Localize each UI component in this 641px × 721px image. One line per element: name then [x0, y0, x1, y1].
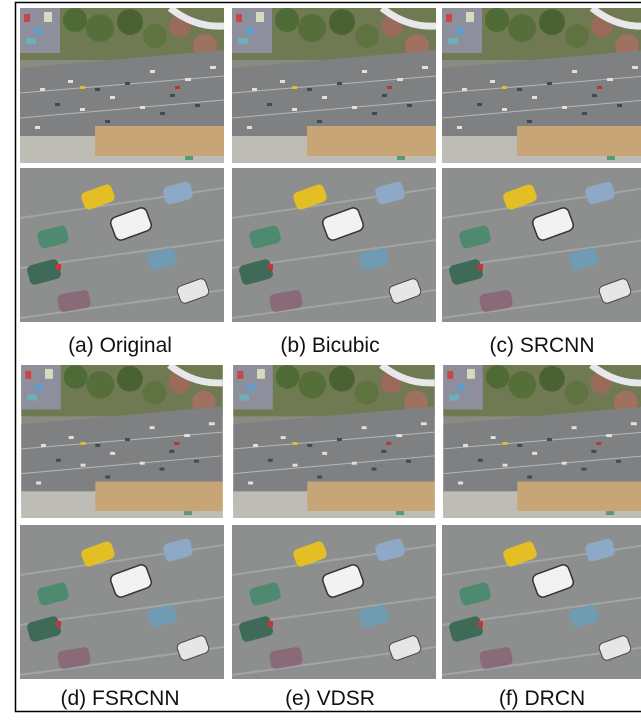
caption: (b) Bicubic [280, 334, 379, 357]
zoom-image [442, 168, 641, 322]
zoom-image [232, 168, 436, 322]
aerial-image [233, 365, 434, 518]
aerial-image [232, 8, 436, 163]
zoom-image [442, 525, 641, 679]
aerial-image [443, 365, 641, 518]
aerial-image [20, 8, 224, 163]
aerial-image [442, 8, 641, 163]
zoom-image [20, 168, 224, 322]
caption: (a) Original [68, 334, 172, 357]
caption: (c) SRCNN [490, 334, 595, 357]
caption: (d) FSRCNN [61, 687, 180, 710]
zoom-image [20, 525, 224, 679]
zoom-image [232, 525, 436, 679]
figure: (a) Original (b) Bicubic (c) SRCNN (d) F… [0, 0, 641, 721]
aerial-image [21, 365, 222, 518]
page: (a) Original (b) Bicubic (c) SRCNN (d) F… [0, 0, 641, 721]
caption: (e) VDSR [285, 687, 375, 710]
caption: (f) DRCN [499, 687, 585, 710]
